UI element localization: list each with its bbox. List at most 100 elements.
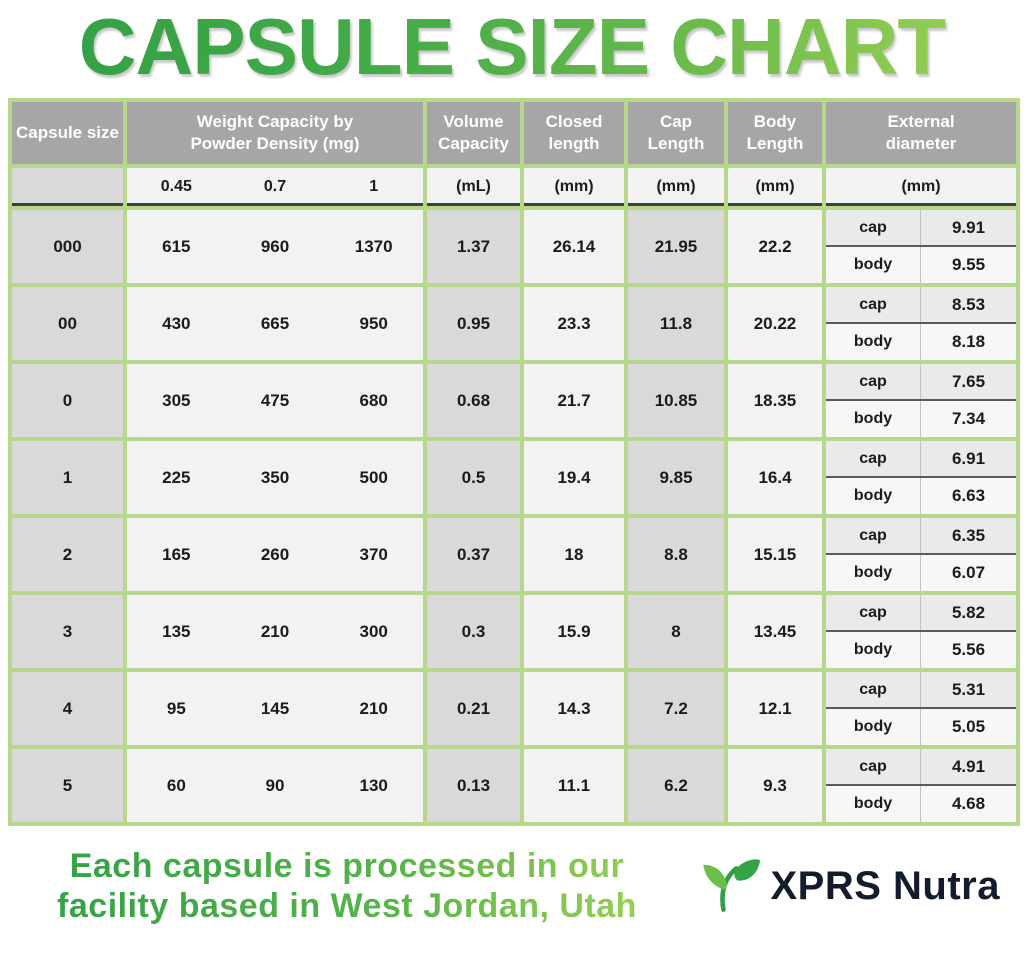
cell-body-length: 18.35	[728, 364, 826, 441]
weight-07: 260	[260, 544, 290, 564]
units-cap-length: (mm)	[628, 168, 728, 210]
table-row-size-3: 3 135 210 300 0.3 15.9 8 13.45 cap	[12, 595, 1020, 672]
header-capsule-size: Capsule size	[12, 102, 127, 168]
cap-diameter: 6.91	[951, 448, 986, 468]
weight-045: 430	[162, 313, 191, 333]
cap-label: cap	[826, 364, 921, 399]
table-row-size-5: 5 60 90 130 0.13 11.1 6.2 9.3 cap	[12, 749, 1020, 826]
weight-1: 370	[359, 544, 388, 564]
cell-cap-length: 7.2	[628, 672, 728, 749]
footer: Each capsule is processed in our facilit…	[0, 826, 1024, 926]
header-closed-length: Closed length	[524, 102, 628, 168]
density-07: 0.7	[263, 178, 287, 195]
body-label: body	[826, 247, 921, 283]
cell-weight-capacity: 615 960 1370	[127, 210, 427, 287]
body-diameter: 7.34	[951, 409, 986, 428]
cell-cap-length: 21.95	[628, 210, 728, 287]
units-body-length: (mm)	[728, 168, 826, 210]
cap-diameter: 8.53	[951, 294, 986, 314]
header-weight-capacity: Weight Capacity by Powder Density (mg)	[127, 102, 427, 168]
body-label: body	[826, 555, 921, 591]
weight-1: 500	[359, 467, 388, 487]
body-label: body	[826, 632, 921, 668]
cell-external-diameter: cap 6.91 body 6.63	[826, 441, 1020, 518]
body-diameter: 5.56	[951, 640, 986, 659]
cell-cap-length: 10.85	[628, 364, 728, 441]
cell-body-length: 13.45	[728, 595, 826, 672]
table-row-size-1: 1 225 350 500 0.5 19.4 9.85 16.4 cap	[12, 441, 1020, 518]
cell-cap-length: 8	[628, 595, 728, 672]
header-body-length: Body Length	[728, 102, 826, 168]
cell-weight-capacity: 95 145 210	[127, 672, 427, 749]
units-external-diameter: (mm)	[826, 168, 1020, 210]
units-closed-length: (mm)	[524, 168, 628, 210]
density-1: 1	[369, 178, 379, 195]
cell-weight-capacity: 305 475 680	[127, 364, 427, 441]
body-diameter: 4.68	[951, 794, 986, 813]
cell-body-length: 20.22	[728, 287, 826, 364]
cell-weight-capacity: 135 210 300	[127, 595, 427, 672]
table-units-row: 0.45 0.7 1 (mL) (mm) (mm) (mm) (mm)	[12, 168, 1020, 210]
cell-closed-length: 11.1	[524, 749, 628, 826]
tagline-line-2: facility based in West Jordan, Utah	[57, 887, 637, 926]
cell-volume: 0.68	[427, 364, 524, 441]
cell-body-length: 16.4	[728, 441, 826, 518]
weight-045: 305	[162, 390, 191, 410]
weight-045: 135	[162, 621, 191, 641]
cell-volume: 0.37	[427, 518, 524, 595]
cell-capsule-size: 4	[12, 672, 127, 749]
cell-closed-length: 26.14	[524, 210, 628, 287]
cell-cap-length: 6.2	[628, 749, 728, 826]
cell-cap-length: 9.85	[628, 441, 728, 518]
cell-external-diameter: cap 9.91 body 9.55	[826, 210, 1020, 287]
cell-external-diameter: cap 5.31 body 5.05	[826, 672, 1020, 749]
cell-closed-length: 15.9	[524, 595, 628, 672]
body-diameter: 9.55	[951, 255, 986, 274]
cap-diameter: 5.31	[951, 679, 986, 699]
header-volume-capacity: Volume Capacity	[427, 102, 524, 168]
tagline-line-1: Each capsule is processed in our	[69, 847, 625, 885]
weight-045: 225	[162, 467, 191, 487]
weight-07: 475	[260, 390, 290, 410]
density-045: 0.45	[160, 178, 192, 195]
cap-diameter: 7.65	[951, 371, 986, 391]
body-diameter: 5.05	[951, 717, 986, 736]
body-label: body	[826, 324, 921, 360]
cell-weight-capacity: 225 350 500	[127, 441, 427, 518]
cell-capsule-size: 5	[12, 749, 127, 826]
weight-1: 210	[359, 698, 388, 718]
cell-cap-length: 8.8	[628, 518, 728, 595]
cap-label: cap	[826, 287, 921, 322]
cell-capsule-size: 2	[12, 518, 127, 595]
page-title: CAPSULE SIZE CHART	[0, 0, 1024, 96]
cap-diameter: 4.91	[951, 756, 986, 776]
cap-label: cap	[826, 441, 921, 476]
cell-weight-capacity: 430 665 950	[127, 287, 427, 364]
table-row-size-2: 2 165 260 370 0.37 18 8.8 15.15 cap	[12, 518, 1020, 595]
cell-volume: 0.5	[427, 441, 524, 518]
table-row-size-00: 00 430 665 950 0.95 23.3 11.8 20.22 cap	[12, 287, 1020, 364]
cell-capsule-size: 000	[12, 210, 127, 287]
cell-external-diameter: cap 7.65 body 7.34	[826, 364, 1020, 441]
header-cap-length: Cap Length	[628, 102, 728, 168]
cell-volume: 0.3	[427, 595, 524, 672]
weight-1: 950	[359, 313, 388, 333]
header-external-diameter: External diameter	[826, 102, 1020, 168]
cell-closed-length: 19.4	[524, 441, 628, 518]
cell-volume: 0.95	[427, 287, 524, 364]
cap-diameter: 6.35	[951, 525, 986, 545]
weight-07: 350	[260, 467, 290, 487]
weight-07: 90	[265, 775, 285, 795]
weight-045: 60	[166, 775, 186, 795]
cap-label: cap	[826, 672, 921, 707]
cell-volume: 1.37	[427, 210, 524, 287]
cap-diameter: 9.91	[951, 217, 986, 237]
cell-body-length: 15.15	[728, 518, 826, 595]
units-densities: 0.45 0.7 1	[127, 168, 427, 210]
footer-tagline: Each capsule is processed in our facilit…	[12, 846, 682, 926]
cap-label: cap	[826, 595, 921, 630]
table-row-size-000: 000 615 960 1370 1.37 26.14 21.95 22.2 c…	[12, 210, 1020, 287]
cell-volume: 0.13	[427, 749, 524, 826]
cell-closed-length: 23.3	[524, 287, 628, 364]
cell-closed-length: 18	[524, 518, 628, 595]
